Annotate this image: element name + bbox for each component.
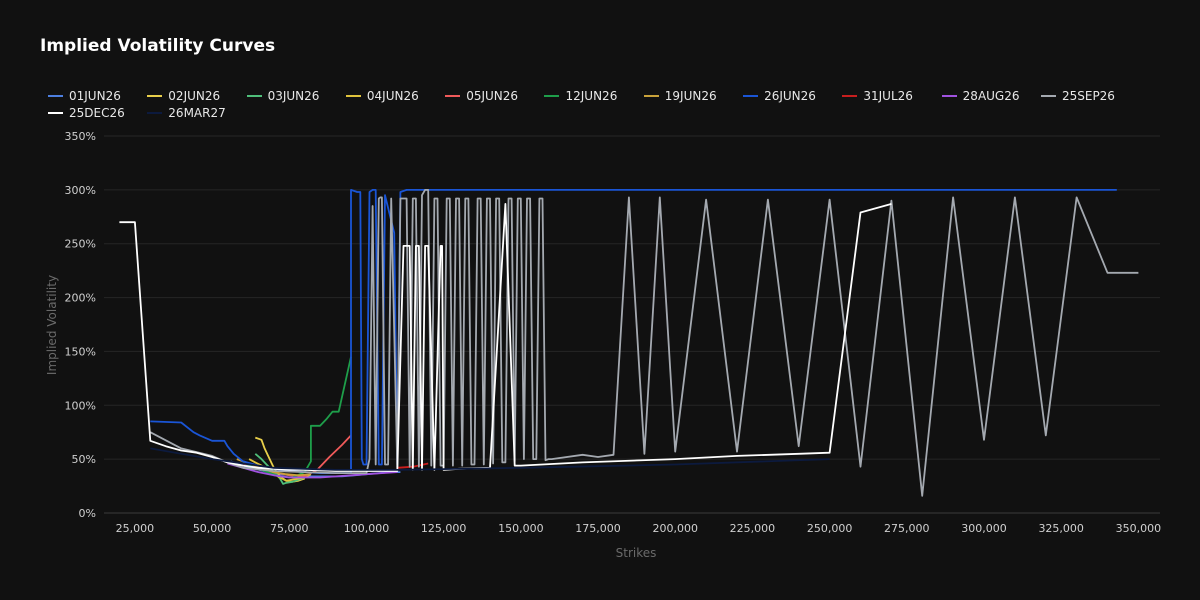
- legend-item-02JUN26[interactable]: 02JUN26: [147, 88, 246, 103]
- legend-label: 31JUL26: [863, 88, 913, 103]
- legend-item-26MAR27[interactable]: 26MAR27: [147, 105, 246, 120]
- legend-label: 26JUN26: [764, 88, 816, 103]
- legend-label: 02JUN26: [168, 88, 221, 103]
- x-tick-label: 225,000: [730, 522, 776, 535]
- y-tick-label: 250%: [65, 238, 96, 251]
- y-tick-label: 350%: [65, 130, 96, 143]
- legend-swatch: [48, 111, 63, 114]
- series-line-26JUN26: [150, 188, 1117, 475]
- x-tick-label: 125,000: [421, 522, 467, 535]
- series-line-03JUN26: [254, 453, 305, 485]
- legend-item-01JUN26[interactable]: 01JUN26: [48, 88, 147, 103]
- legend-item-25SEP26[interactable]: 25SEP26: [1040, 88, 1140, 103]
- legend-item-25DEC26[interactable]: 25DEC26: [48, 105, 147, 120]
- x-axis-title: Strikes: [616, 546, 657, 560]
- y-tick-label: 50%: [72, 453, 96, 466]
- legend-item-05JUN26[interactable]: 05JUN26: [445, 88, 544, 103]
- x-tick-label: 75,000: [270, 522, 309, 535]
- y-tick-label: 200%: [65, 292, 96, 305]
- series-line-25SEP26: [149, 188, 1139, 497]
- legend-label: 28AUG26: [962, 88, 1020, 103]
- y-axis-title: Implied Volatility: [45, 275, 59, 375]
- y-axis-ticks: 0% 50% 100% 150% 200% 250% 300% 350%: [65, 130, 96, 520]
- y-tick-label: 150%: [65, 345, 96, 358]
- x-axis-ticks: 25,000 50,000 75,000 100,000 125,000 150,000 1…: [116, 522, 1162, 535]
- legend-label: 25SEP26: [1061, 88, 1115, 103]
- x-tick-label: 25,000: [116, 522, 155, 535]
- legend-swatch: [643, 94, 659, 97]
- legend-label: 19JUN26: [664, 88, 717, 103]
- legend-label: 12JUN26: [565, 88, 618, 103]
- y-tick-label: 300%: [65, 184, 96, 197]
- x-tick-label: 350,000: [1116, 522, 1162, 535]
- legend-item-03JUN26[interactable]: 03JUN26: [246, 88, 346, 103]
- x-tick-label: 250,000: [807, 522, 853, 535]
- legend-item-31JUL26[interactable]: 31JUL26: [842, 88, 941, 103]
- x-tick-label: 275,000: [884, 522, 930, 535]
- legend-label: 01JUN26: [69, 88, 121, 103]
- x-tick-label: 50,000: [193, 522, 232, 535]
- legend-swatch: [48, 94, 63, 97]
- legend-item-28AUG26[interactable]: 28AUG26: [941, 88, 1041, 103]
- legend-swatch: [544, 94, 560, 97]
- legend-item-19JUN26[interactable]: 19JUN26: [643, 88, 743, 103]
- legend-swatch: [445, 94, 461, 97]
- grid-lines: [104, 135, 1160, 514]
- series-line-26MAR27: [150, 447, 830, 471]
- chart-title: Implied Volatility Curves: [40, 36, 276, 56]
- legend-swatch: [842, 94, 858, 97]
- legend-item-26JUN26[interactable]: 26JUN26: [743, 88, 842, 103]
- legend-item-04JUN26[interactable]: 04JUN26: [345, 88, 445, 103]
- legend-swatch: [147, 111, 163, 114]
- legend-label: 04JUN26: [366, 88, 419, 103]
- legend-label: 03JUN26: [267, 88, 320, 103]
- legend-label: 26MAR27: [168, 105, 226, 120]
- legend-label: 05JUN26: [466, 88, 519, 103]
- y-tick-label: 100%: [65, 399, 96, 412]
- x-tick-label: 175,000: [575, 522, 621, 535]
- x-tick-label: 325,000: [1038, 522, 1084, 535]
- series-lines: [119, 188, 1139, 497]
- series-line-12JUN26: [242, 356, 352, 479]
- y-tick-label: 0%: [79, 507, 96, 520]
- x-tick-label: 300,000: [961, 522, 1007, 535]
- legend-item-12JUN26[interactable]: 12JUN26: [544, 88, 643, 103]
- legend-swatch: [941, 94, 957, 97]
- legend-swatch: [147, 94, 163, 97]
- legend-swatch: [345, 94, 361, 97]
- x-tick-label: 150,000: [498, 522, 544, 535]
- legend-swatch: [246, 94, 262, 97]
- series-line-28AUG26: [227, 462, 398, 479]
- legend: 01JUN26 02JUN26 03JUN26 04JUN26 05JUN26 12JUN…: [48, 88, 1168, 122]
- x-tick-label: 200,000: [652, 522, 698, 535]
- legend-swatch: [743, 94, 759, 97]
- x-tick-label: 100,000: [344, 522, 390, 535]
- legend-swatch: [1040, 94, 1056, 97]
- legend-label: 25DEC26: [69, 105, 125, 120]
